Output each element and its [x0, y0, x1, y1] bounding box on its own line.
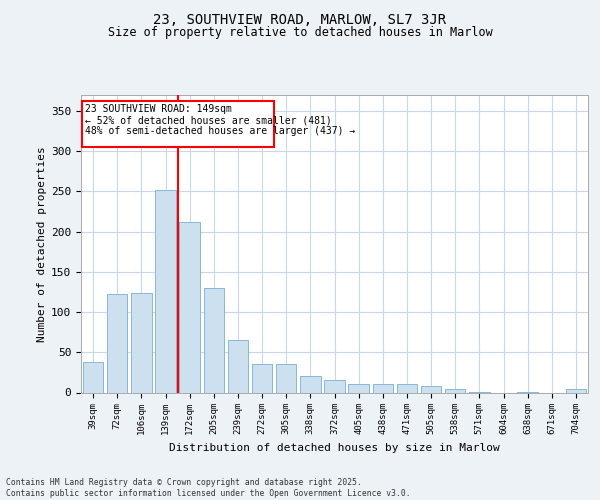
Bar	[83, 362, 103, 392]
Y-axis label: Number of detached properties: Number of detached properties	[37, 146, 47, 342]
Bar	[203, 288, 224, 393]
Text: ← 52% of detached houses are smaller (481): ← 52% of detached houses are smaller (48…	[85, 115, 332, 125]
Bar	[300, 376, 320, 392]
Bar	[252, 364, 272, 392]
Bar	[227, 340, 248, 392]
Bar	[349, 384, 369, 392]
Bar	[131, 293, 152, 392]
Bar	[276, 364, 296, 392]
Bar	[566, 390, 586, 392]
Text: Size of property relative to detached houses in Marlow: Size of property relative to detached ho…	[107, 26, 493, 39]
Bar	[373, 384, 393, 392]
Text: 48% of semi-detached houses are larger (437) →: 48% of semi-detached houses are larger (…	[85, 126, 356, 136]
Text: Contains HM Land Registry data © Crown copyright and database right 2025.
Contai: Contains HM Land Registry data © Crown c…	[6, 478, 410, 498]
Bar	[421, 386, 442, 392]
Text: 23, SOUTHVIEW ROAD, MARLOW, SL7 3JR: 23, SOUTHVIEW ROAD, MARLOW, SL7 3JR	[154, 12, 446, 26]
Bar	[179, 222, 200, 392]
Bar	[397, 384, 417, 392]
Text: 23 SOUTHVIEW ROAD: 149sqm: 23 SOUTHVIEW ROAD: 149sqm	[85, 104, 232, 114]
FancyBboxPatch shape	[82, 102, 274, 148]
X-axis label: Distribution of detached houses by size in Marlow: Distribution of detached houses by size …	[169, 443, 500, 453]
Bar	[445, 390, 466, 392]
Bar	[155, 190, 176, 392]
Bar	[324, 380, 345, 392]
Bar	[107, 294, 127, 392]
